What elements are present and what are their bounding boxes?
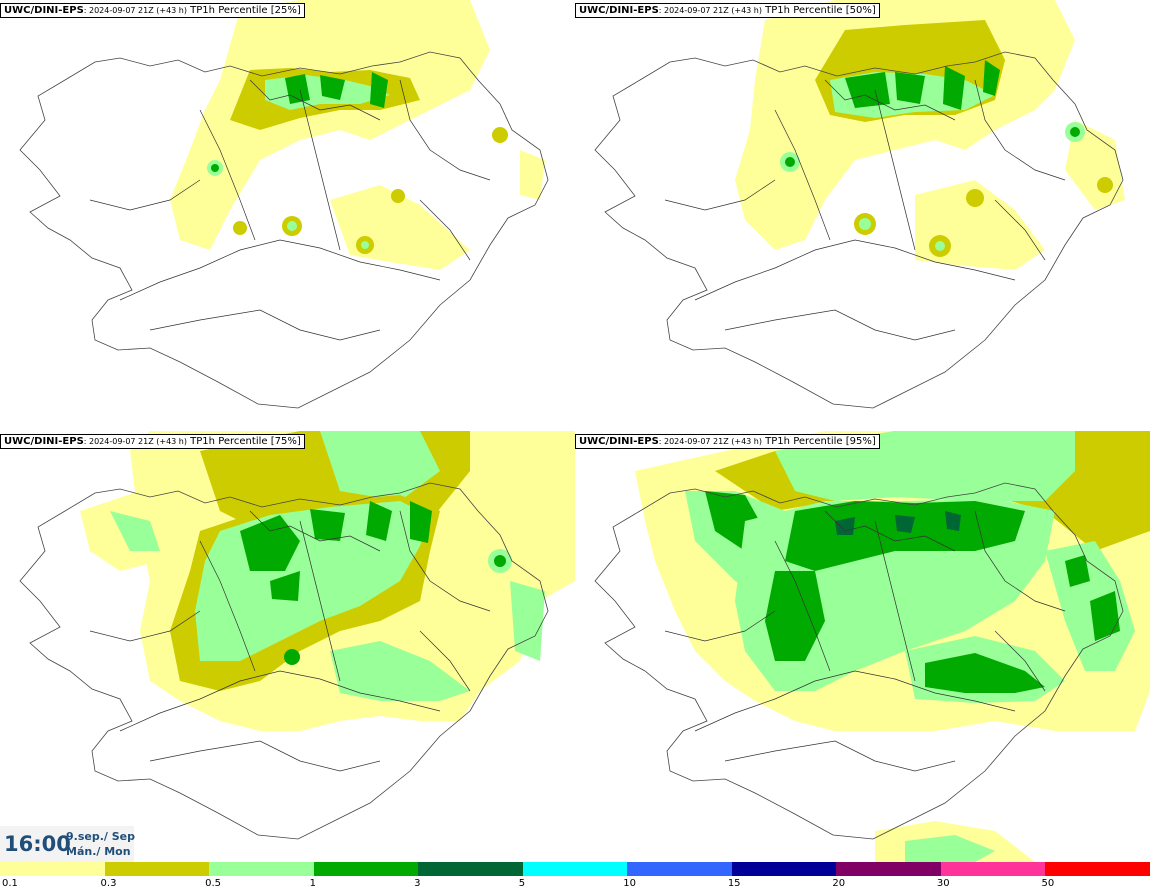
map-panel-p75: UWC/DINI-EPS: 2024-09-07 21Z (+43 h) TP1…	[0, 431, 575, 862]
legend-label: 50	[1041, 878, 1055, 889]
run-info: : 2024-09-07 21Z (+43 h)	[83, 6, 187, 15]
legend-swatch	[627, 862, 733, 876]
legend-swatch	[209, 862, 315, 876]
model-name: UWC/DINI-EPS	[4, 436, 84, 447]
precip-map-p75	[0, 431, 575, 862]
model-name: UWC/DINI-EPS	[579, 436, 659, 447]
legend-label: 1	[309, 878, 316, 889]
panel-title: UWC/DINI-EPS: 2024-09-07 21Z (+43 h) TP1…	[0, 434, 305, 449]
run-info: : 2024-09-07 21Z (+43 h)	[83, 437, 187, 446]
valid-time-clock: 16:00	[4, 832, 71, 856]
panel-title: UWC/DINI-EPS: 2024-09-07 21Z (+43 h) TP1…	[575, 434, 880, 449]
legend-label: 10	[623, 878, 636, 889]
field-name: TP1h Percentile [95%]	[765, 436, 876, 447]
panel-title: UWC/DINI-EPS: 2024-09-07 21Z (+43 h) TP1…	[0, 3, 305, 18]
field-name: TP1h Percentile [25%]	[190, 5, 301, 16]
precip-map-p95	[575, 431, 1150, 862]
legend-label: 0.1	[2, 878, 18, 889]
legend-label: 30	[936, 878, 950, 889]
legend-swatch	[731, 862, 838, 876]
legend-swatch	[1045, 862, 1150, 876]
legend-swatch	[313, 862, 420, 876]
color-legend: 0.1 0.3 0.5 1 3 5 10 15 20 30 50	[0, 862, 1150, 891]
field-name: TP1h Percentile [75%]	[190, 436, 301, 447]
legend-label: 3	[414, 878, 421, 889]
legend-label: 0.5	[205, 878, 221, 889]
map-panel-p95: UWC/DINI-EPS: 2024-09-07 21Z (+43 h) TP1…	[575, 431, 1150, 862]
legend-label: 0.3	[100, 878, 117, 889]
run-info: : 2024-09-07 21Z (+43 h)	[658, 6, 762, 15]
run-info: : 2024-09-07 21Z (+43 h)	[658, 437, 762, 446]
legend-swatch	[836, 862, 942, 876]
field-name: TP1h Percentile [50%]	[765, 5, 876, 16]
legend-swatch	[0, 862, 106, 876]
legend-label: 15	[727, 878, 741, 889]
map-panel-p50: UWC/DINI-EPS: 2024-09-07 21Z (+43 h) TP1…	[575, 0, 1150, 431]
panel-title: UWC/DINI-EPS: 2024-09-07 21Z (+43 h) TP1…	[575, 3, 880, 18]
model-name: UWC/DINI-EPS	[579, 5, 659, 16]
legend-swatch	[522, 862, 629, 876]
legend-swatch	[940, 862, 1047, 876]
legend-swatch	[418, 862, 524, 876]
valid-day: Mán./ Mon	[66, 845, 131, 858]
valid-date: 9.sep./ Sep	[66, 830, 135, 843]
legend-swatch	[104, 862, 211, 876]
precip-map-p25	[0, 0, 575, 431]
legend-label: 5	[518, 878, 526, 889]
map-panel-p25: UWC/DINI-EPS: 2024-09-07 21Z (+43 h) TP1…	[0, 0, 575, 431]
model-name: UWC/DINI-EPS	[4, 5, 84, 16]
precip-map-p50	[575, 0, 1150, 431]
legend-label: 20	[832, 878, 846, 889]
valid-time-box	[0, 826, 134, 862]
